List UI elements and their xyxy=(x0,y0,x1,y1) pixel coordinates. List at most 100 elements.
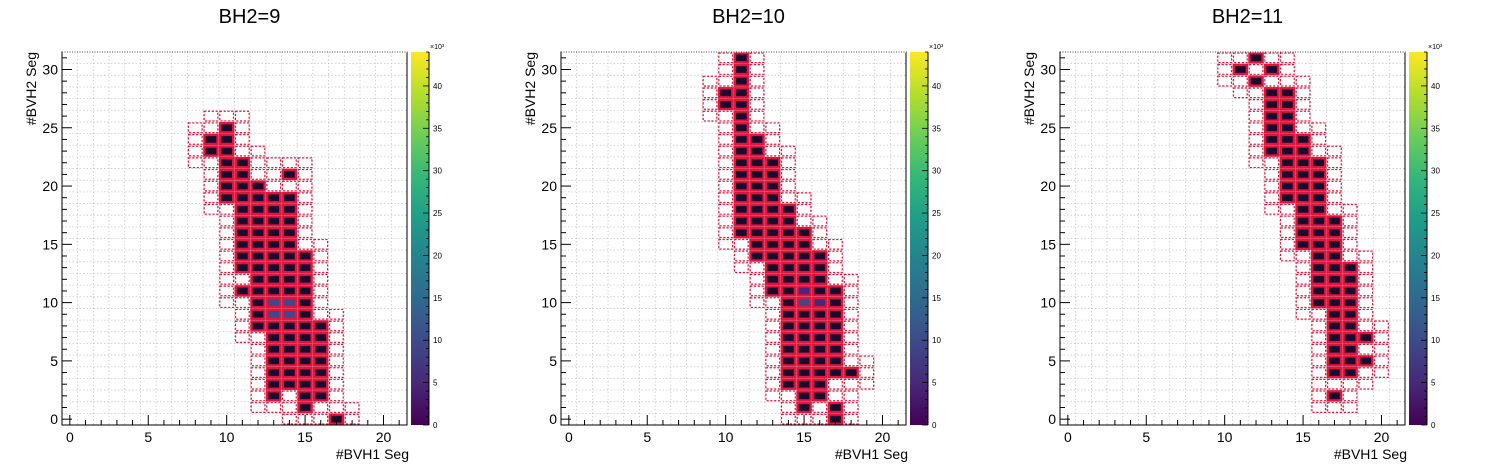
heatmap-cell xyxy=(250,180,266,192)
empty-neighbour-box xyxy=(219,215,235,227)
heatmap-cell xyxy=(313,378,329,390)
empty-neighbour-box xyxy=(1264,168,1280,180)
heatmap-cell xyxy=(281,320,298,332)
heatmap-cell xyxy=(265,320,282,332)
heatmap-cell xyxy=(281,168,298,181)
heatmap-cell xyxy=(1342,308,1358,320)
empty-neighbour-box xyxy=(827,273,843,285)
heatmap-cell xyxy=(812,343,828,355)
empty-neighbour-box xyxy=(843,390,859,402)
empty-neighbour-box xyxy=(733,238,749,250)
y-axis-label: #BVH2 Seg xyxy=(23,52,39,125)
empty-neighbour-box xyxy=(749,285,765,297)
heatmap-cell xyxy=(796,226,812,239)
heatmap-cell xyxy=(234,215,251,227)
empty-neighbour-box xyxy=(250,402,266,413)
empty-neighbour-box xyxy=(234,110,250,122)
empty-neighbour-box xyxy=(328,402,344,413)
heatmap-cell xyxy=(250,296,266,309)
heatmap-cell xyxy=(827,285,844,297)
empty-neighbour-box xyxy=(765,145,781,157)
empty-neighbour-box xyxy=(1248,99,1264,110)
empty-neighbour-box xyxy=(827,238,843,250)
x-tick-label: 15 xyxy=(1295,429,1311,445)
empty-neighbour-box xyxy=(1217,52,1233,64)
heatmap-cell xyxy=(1358,355,1374,367)
color-bar xyxy=(1409,52,1427,425)
empty-neighbour-box xyxy=(843,297,859,309)
heatmap-cell xyxy=(1311,285,1327,297)
y-tick-label: 15 xyxy=(541,236,557,252)
empty-neighbour-box xyxy=(718,110,734,122)
empty-neighbour-box xyxy=(827,378,843,390)
empty-neighbour-box xyxy=(843,343,859,355)
heatmap-cell xyxy=(218,122,235,134)
empty-neighbour-box xyxy=(749,297,765,309)
empty-neighbour-box xyxy=(297,227,313,239)
empty-neighbour-box xyxy=(749,99,765,110)
empty-neighbour-box xyxy=(780,192,796,204)
empty-neighbour-box xyxy=(1358,262,1374,274)
empty-neighbour-box xyxy=(843,332,859,344)
empty-neighbour-box xyxy=(749,273,765,285)
x-tick-label: 15 xyxy=(297,429,313,445)
heatmap-cell xyxy=(1326,331,1343,344)
empty-neighbour-box xyxy=(1295,308,1311,320)
empty-neighbour-box xyxy=(313,413,329,425)
empty-neighbour-box xyxy=(843,402,859,413)
empty-neighbour-box xyxy=(1342,402,1358,413)
empty-neighbour-box xyxy=(297,180,313,192)
heatmap-cell xyxy=(1311,203,1327,216)
heatmap-cell xyxy=(843,366,859,379)
heatmap-cell xyxy=(764,238,781,251)
heatmap-cell xyxy=(796,261,812,274)
empty-neighbour-box xyxy=(749,75,765,87)
empty-neighbour-box xyxy=(702,110,718,122)
empty-neighbour-box xyxy=(328,343,344,355)
empty-neighbour-box xyxy=(749,87,765,99)
y-tick-label: 15 xyxy=(1040,236,1056,252)
color-bar-tick-label: 10 xyxy=(932,336,941,345)
empty-neighbour-box xyxy=(187,133,203,145)
empty-neighbour-box xyxy=(718,227,734,239)
empty-neighbour-box xyxy=(1264,180,1280,192)
heatmap-cell xyxy=(218,168,235,181)
empty-neighbour-box xyxy=(1279,52,1295,64)
empty-neighbour-box xyxy=(1311,343,1327,355)
empty-neighbour-box xyxy=(344,402,360,413)
empty-neighbour-box xyxy=(1264,203,1280,215)
color-bar-tick-label: 15 xyxy=(932,294,941,303)
grid xyxy=(61,51,408,426)
empty-neighbour-box xyxy=(1342,238,1358,250)
heatmap-cell xyxy=(1295,238,1311,251)
empty-neighbour-box xyxy=(328,332,344,344)
heatmap-cell xyxy=(796,238,812,251)
empty-neighbour-box xyxy=(203,203,219,215)
empty-neighbour-box xyxy=(1295,297,1311,309)
empty-neighbour-box xyxy=(718,75,734,87)
heatmap-cell xyxy=(1295,203,1311,216)
empty-neighbour-box xyxy=(765,320,781,332)
empty-neighbour-box xyxy=(1279,203,1295,215)
empty-neighbour-box xyxy=(1232,75,1248,87)
heatmap-cell xyxy=(1326,390,1343,402)
empty-neighbour-box xyxy=(765,390,781,402)
empty-neighbour-box xyxy=(1264,157,1280,169)
chart-panel-3: BH2=11 0 5 10 15 20 0 5 10 15 20 25 30 #BVH1 Seg #BVH… xyxy=(998,0,1497,475)
heatmap-cell xyxy=(1342,296,1358,309)
heatmap-cell xyxy=(234,238,251,251)
empty-neighbour-box xyxy=(765,297,781,309)
empty-neighbour-box xyxy=(328,378,344,390)
heatmap-cell xyxy=(1295,157,1311,169)
heatmap-cell xyxy=(1263,145,1280,157)
heatmap-cell xyxy=(764,250,781,262)
heatmap-cell xyxy=(764,215,781,227)
heatmap-cell xyxy=(1279,145,1296,157)
heatmap-cell xyxy=(796,331,812,344)
heatmap-cell xyxy=(1279,191,1296,204)
chart-panel-1: BH2=9 0 5 10 15 20 0 5 10 15 20 25 30 #BVH1 Seg #BVH2… xyxy=(0,0,499,475)
heatmap-cell xyxy=(764,168,781,181)
empty-neighbour-box xyxy=(1326,180,1342,192)
empty-neighbour-box xyxy=(234,320,250,332)
empty-neighbour-box xyxy=(1358,250,1374,262)
